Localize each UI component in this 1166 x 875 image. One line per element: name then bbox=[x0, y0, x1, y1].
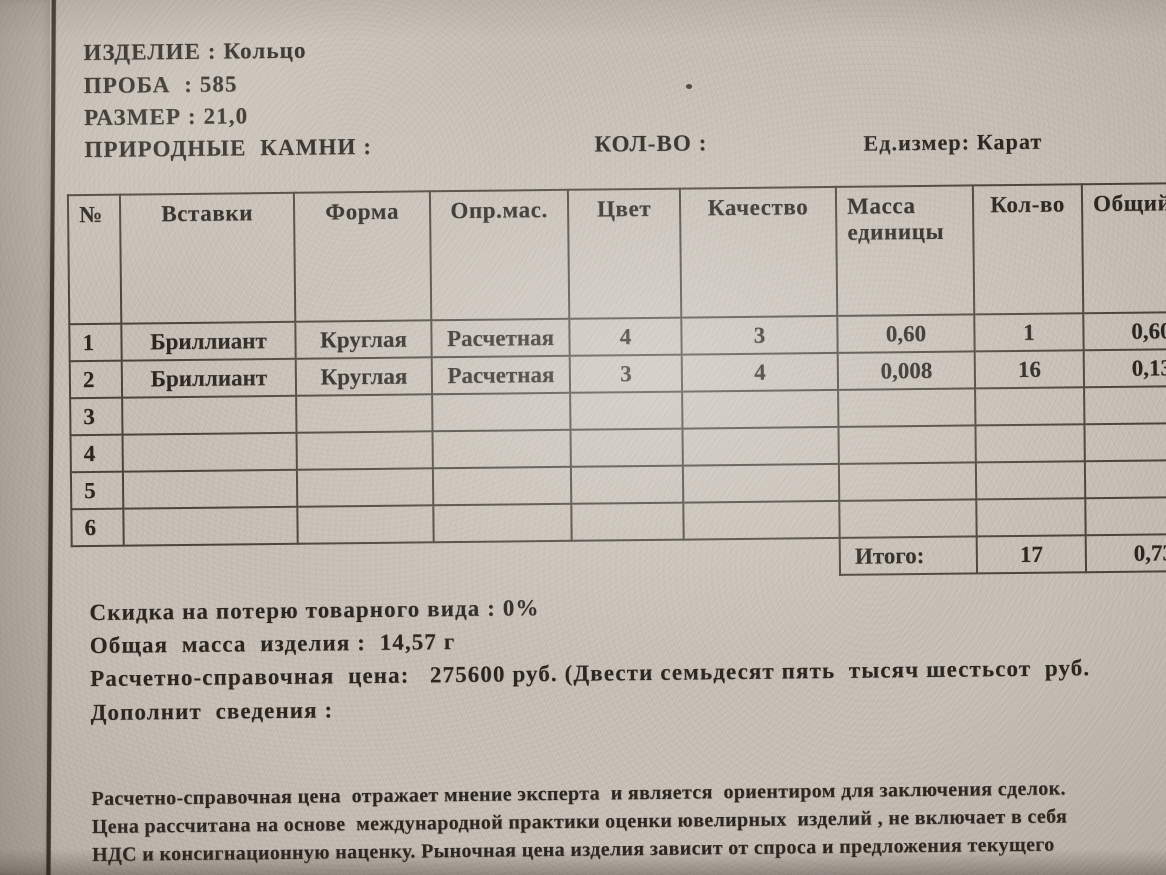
additional-info-label: Дополнит сведения : bbox=[90, 697, 334, 726]
cell-det-mass bbox=[432, 466, 572, 506]
cell-color: 4 bbox=[569, 317, 682, 356]
cell-total-weight bbox=[1084, 459, 1166, 499]
cell-quality bbox=[683, 500, 840, 540]
cell-unit-mass bbox=[838, 388, 976, 427]
cell-quantity: 16 bbox=[974, 350, 1085, 389]
col-header-total-weight: Общий вес bbox=[1081, 182, 1166, 314]
reference-price-line: Расчетно-справочная цена: 275600 руб. (Д… bbox=[90, 655, 1091, 692]
cell-color bbox=[570, 465, 684, 504]
quantity-label: КОЛ-ВО : bbox=[594, 130, 708, 157]
cell-color bbox=[570, 391, 683, 430]
table-header-row: № Вставки Форма Опр.мас. Цвет Качество М… bbox=[67, 182, 1166, 325]
total-weight: 0,73 bbox=[1085, 533, 1166, 573]
cell-quality: 4 bbox=[681, 352, 839, 392]
cell-quantity bbox=[975, 387, 1085, 426]
cell-row-number: 6 bbox=[71, 508, 124, 547]
col-header-number: № bbox=[67, 194, 122, 325]
stones-table: № Вставки Форма Опр.мас. Цвет Качество М… bbox=[67, 182, 1166, 584]
cell-color bbox=[570, 428, 683, 467]
cell-insert: Бриллиант bbox=[121, 358, 297, 398]
item-line: ИЗДЕЛИЕ : Кольцо bbox=[83, 37, 307, 66]
cell-row-number: 1 bbox=[69, 323, 122, 362]
cell-total-weight bbox=[1085, 496, 1166, 536]
discount-line: Скидка на потерю товарного вида : 0% bbox=[89, 595, 540, 626]
cell-total-weight: 0,13 bbox=[1083, 348, 1166, 388]
cell-shape: Круглая bbox=[295, 357, 433, 396]
cell-det-mass bbox=[432, 392, 571, 432]
cell-shape: Круглая bbox=[295, 320, 432, 359]
cell-quantity bbox=[975, 424, 1085, 463]
cell-unit-mass: 0,60 bbox=[837, 314, 975, 353]
footnote-line-3: НДС и консигнационную наценку. Рыночная … bbox=[91, 833, 1055, 866]
total-label: Итого: bbox=[839, 536, 978, 575]
cell-shape bbox=[297, 505, 434, 544]
col-header-quantity: Кол-во bbox=[972, 184, 1084, 315]
cell-total-weight bbox=[1084, 385, 1166, 425]
unit-of-measure-label: Ед.измер: Карат bbox=[863, 128, 1043, 156]
cell-shape bbox=[296, 431, 433, 470]
cell-quality bbox=[682, 426, 839, 466]
total-mass-line: Общая масса изделия : 14,57 г bbox=[89, 629, 456, 659]
assay-line: ПРОБА : 585 bbox=[83, 71, 238, 99]
cell-row-number: 2 bbox=[69, 360, 123, 399]
cell-unit-mass: 0,008 bbox=[837, 351, 976, 390]
size-line: РАЗМЕР : 21,0 bbox=[83, 103, 249, 131]
cell-color bbox=[571, 502, 684, 541]
cell-insert: Бриллиант bbox=[121, 321, 296, 361]
total-row-spacer bbox=[72, 538, 840, 583]
cell-insert bbox=[123, 506, 298, 546]
col-header-shape: Форма bbox=[293, 191, 432, 322]
cell-total-weight bbox=[1084, 422, 1166, 462]
col-header-determined-mass: Опр.мас. bbox=[429, 189, 570, 321]
cell-unit-mass bbox=[838, 462, 977, 501]
cell-shape bbox=[296, 394, 433, 433]
cell-quantity bbox=[975, 461, 1086, 500]
cell-row-number: 3 bbox=[70, 397, 123, 436]
cell-det-mass bbox=[432, 429, 571, 469]
col-header-unit-mass: Масса единицы bbox=[835, 185, 975, 316]
col-header-quality: Качество bbox=[679, 186, 838, 318]
cell-unit-mass bbox=[839, 499, 977, 538]
footnote-line-1: Расчетно-справочная цена отражает мнение… bbox=[91, 777, 1066, 811]
col-header-color: Цвет bbox=[567, 188, 682, 319]
cell-insert bbox=[122, 432, 297, 472]
cell-shape bbox=[296, 468, 434, 507]
cell-quality bbox=[682, 389, 839, 429]
cell-det-mass bbox=[433, 503, 572, 543]
cell-row-number: 4 bbox=[70, 434, 123, 473]
cell-insert bbox=[122, 395, 297, 435]
footnote-line-2: Цена рассчитана на основе международной … bbox=[91, 805, 1068, 839]
cell-quality bbox=[682, 463, 840, 503]
cell-det-mass: Расчетная bbox=[431, 355, 571, 395]
page-left-margin bbox=[0, 0, 50, 875]
cell-insert bbox=[122, 469, 298, 509]
col-header-inserts: Вставки bbox=[119, 192, 296, 324]
cell-det-mass: Расчетная bbox=[431, 318, 570, 358]
total-quantity: 17 bbox=[976, 535, 1087, 574]
cell-color: 3 bbox=[569, 354, 683, 393]
cell-quantity bbox=[976, 498, 1086, 537]
cell-total-weight: 0,60 bbox=[1083, 311, 1166, 351]
cell-unit-mass bbox=[838, 425, 976, 464]
natural-stones-label: ПРИРОДНЫЕ КАМНИ : bbox=[84, 133, 373, 163]
cell-quality: 3 bbox=[681, 315, 838, 355]
cell-quantity: 1 bbox=[974, 313, 1084, 352]
cell-row-number: 5 bbox=[70, 471, 124, 510]
